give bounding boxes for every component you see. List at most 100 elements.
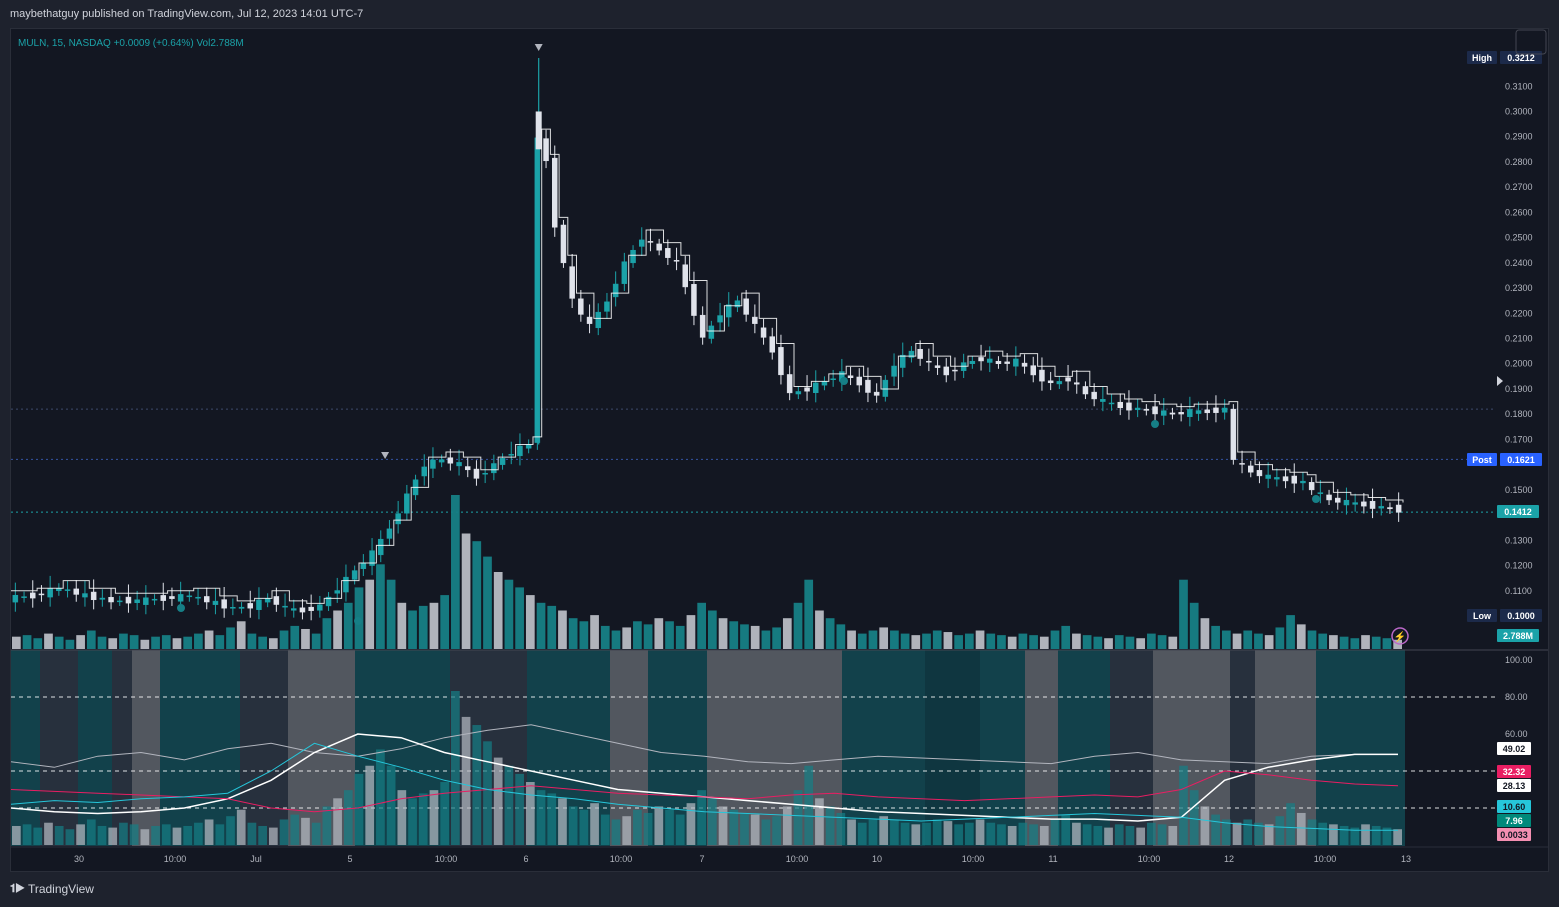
candle-body — [1108, 402, 1115, 405]
oscillator-bar — [579, 809, 589, 845]
oscillator-axis-tick: 80.00 — [1505, 692, 1528, 702]
candle-body — [12, 594, 19, 603]
candle-body — [813, 382, 819, 393]
candle-body — [1056, 381, 1063, 385]
price-axis-tick: 0.2100 — [1505, 334, 1533, 344]
candle-body — [630, 249, 636, 264]
oscillator-bar — [1179, 765, 1188, 845]
volume-bar — [1339, 636, 1349, 649]
volume-bar — [97, 636, 107, 649]
oscillator-value-label: 28.13 — [1503, 781, 1526, 791]
published-caption: maybethatguy published on TradingView.co… — [10, 8, 364, 20]
oscillator-value-label-bg — [1497, 765, 1531, 778]
oscillator-bar — [1243, 819, 1253, 845]
oscillator-bar — [12, 825, 21, 845]
price-axis-tick: 0.2600 — [1505, 207, 1533, 217]
oscillator-bar — [772, 816, 781, 845]
candle-body — [369, 550, 375, 566]
signal-dot-icon — [1151, 420, 1159, 428]
volume-bar — [879, 627, 889, 649]
oscillator-bar — [1007, 825, 1017, 845]
candle-body — [378, 538, 384, 556]
oscillator-bar — [236, 809, 246, 845]
oscillator-bar — [1339, 825, 1349, 845]
candle-body — [917, 348, 923, 359]
candle-body — [830, 378, 836, 380]
oscillator-bar — [1286, 803, 1295, 845]
candle-body — [978, 357, 984, 362]
candle-body — [560, 224, 567, 264]
low-price-label-bg — [1500, 609, 1542, 622]
volume-bar — [568, 618, 578, 649]
tradingview-logo[interactable]: 𝟏▶ TradingView — [10, 882, 94, 896]
price-axis-tick: 0.1700 — [1505, 434, 1533, 444]
volume-bar — [418, 605, 428, 649]
volume-bar — [515, 587, 524, 649]
volume-bar — [322, 618, 332, 649]
volume-bar — [1157, 635, 1167, 649]
volume-bar — [279, 630, 289, 649]
volume-bar — [579, 621, 589, 649]
post-price-label-tag-bg — [1467, 453, 1497, 466]
legend-change: +0.0009 (+0.64%) — [114, 38, 197, 49]
candle-body — [177, 594, 184, 602]
candle-body — [1395, 504, 1402, 513]
volume-bar — [333, 610, 342, 649]
oscillator-bar — [408, 798, 417, 845]
volume-bar — [718, 618, 728, 649]
volume-bar — [622, 627, 632, 649]
high-price-label-tag: High — [1472, 53, 1492, 63]
oscillator-value-label-bg — [1497, 742, 1531, 755]
candle-body — [90, 591, 97, 601]
volume-bar — [750, 625, 760, 649]
oscillator-bar — [54, 825, 64, 845]
oscillator-band — [1255, 650, 1316, 846]
oscillator-band — [1316, 650, 1340, 846]
oscillator-bar — [879, 816, 889, 845]
oscillator-bar — [1264, 824, 1274, 845]
last-price-label-bg — [1497, 505, 1539, 518]
volume-bar — [258, 636, 267, 649]
oscillator-bar — [890, 819, 899, 845]
candle-body — [699, 314, 706, 338]
volume-bar — [268, 638, 278, 649]
volume-bar — [708, 610, 717, 649]
last-price-label: 0.1412 — [1504, 507, 1532, 517]
oscillator-bar — [1125, 825, 1135, 845]
candle-body — [1100, 399, 1106, 402]
volume-bar — [868, 630, 878, 649]
volume-bar — [86, 630, 96, 649]
candle-body — [1274, 477, 1280, 480]
volume-bar — [857, 633, 867, 649]
oscillator-bar — [386, 765, 396, 845]
candle-body — [1152, 406, 1158, 415]
candle-body — [1361, 501, 1367, 507]
volume-bar — [343, 602, 353, 649]
oscillator-bar — [183, 825, 193, 845]
volume-bar — [504, 579, 514, 649]
candle-body — [21, 596, 27, 598]
volume-bar — [129, 635, 139, 649]
volume-bar — [954, 635, 963, 649]
candle-body — [456, 462, 462, 467]
oscillator-bar — [932, 819, 942, 845]
post-price-label-bg — [1500, 453, 1542, 466]
candle-body — [1221, 407, 1228, 413]
oscillator-band — [112, 650, 132, 846]
volume-bar — [761, 630, 771, 649]
volume-bar — [1104, 638, 1113, 649]
post-price-label-tag: Post — [1472, 455, 1492, 465]
volume-bar — [1147, 633, 1156, 649]
oscillator-bar — [290, 814, 300, 845]
oscillator-bar — [633, 809, 642, 845]
volume-bar — [900, 633, 910, 649]
volume-bar — [194, 633, 203, 649]
candle-body — [517, 445, 523, 457]
volume-bar — [76, 635, 85, 649]
price-axis-tick: 0.2400 — [1505, 258, 1533, 268]
oscillator-bar — [761, 819, 771, 845]
candle-body — [639, 239, 645, 247]
candle-body — [465, 466, 471, 471]
volume-bar — [997, 635, 1006, 649]
